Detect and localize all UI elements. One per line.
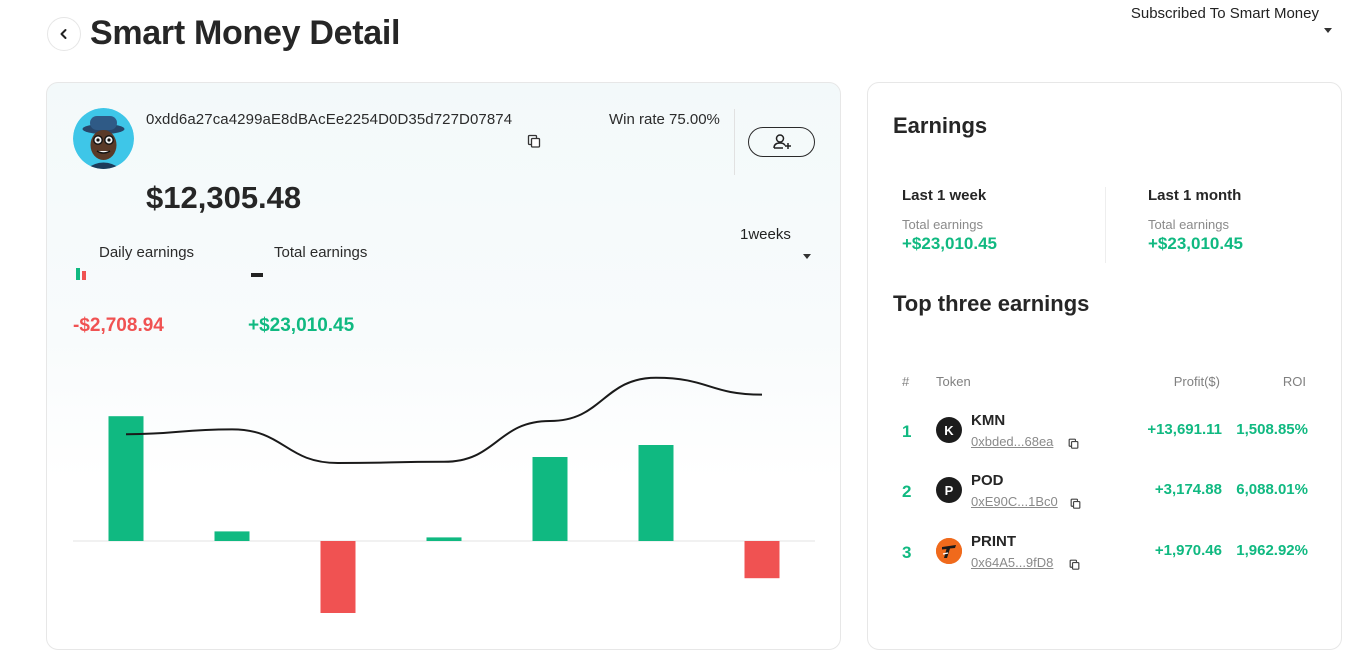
- chevron-left-icon: [60, 29, 67, 39]
- add-user-icon: [772, 134, 791, 149]
- earnings-chart: [73, 376, 815, 613]
- copy-address-icon[interactable]: [1069, 557, 1080, 575]
- token-roi: 1,508.85%: [1236, 421, 1308, 438]
- page-title: Smart Money Detail: [90, 14, 401, 52]
- token-roi: 1,962.92%: [1236, 542, 1308, 559]
- rank: 2: [902, 482, 912, 501]
- legend-negative-bar-swatch: [82, 271, 86, 280]
- token-name: POD: [971, 472, 1004, 489]
- period-label: Total earnings: [902, 217, 983, 232]
- back-button[interactable]: [47, 17, 81, 51]
- token-profit: +13,691.11: [1147, 421, 1222, 438]
- token-name: KMN: [971, 412, 1006, 429]
- copy-address-icon[interactable]: [1070, 496, 1081, 514]
- wallet-address: 0xdd6a27ca4299aE8dBAcEe2254D0D35d727D078…: [146, 111, 513, 128]
- wallet-balance: $12,305.48: [146, 180, 302, 215]
- earnings-card: Earnings Last 1 week Total earnings +$23…: [867, 82, 1342, 650]
- token-profit: +3,174.88: [1154, 481, 1222, 498]
- legend-line-swatch: [251, 273, 263, 277]
- period-last-month: Last 1 month Total earnings +$23,010.45: [1148, 187, 1243, 254]
- column-header-rank: #: [902, 374, 910, 389]
- period-value: +$23,010.45: [1148, 234, 1244, 253]
- token-address[interactable]: 0xbded...68ea: [971, 434, 1054, 449]
- table-row[interactable]: 2 P POD 0xE90C...1Bc0 +3,174.88 6,088.01…: [868, 465, 1343, 515]
- period-label: Total earnings: [1148, 217, 1229, 232]
- earnings-title: Earnings: [893, 113, 988, 138]
- column-header-token: Token: [936, 374, 971, 389]
- kmn-token-icon: K: [936, 417, 962, 443]
- wallet-card: 0xdd6a27ca4299aE8dBAcEe2254D0D35d727D078…: [46, 82, 841, 650]
- caret-down-icon: [1324, 28, 1332, 33]
- chart-bar: [320, 541, 356, 613]
- chart-line-total-earnings: [125, 376, 763, 465]
- period-heading: Last 1 week: [902, 187, 987, 204]
- print-token-icon: [936, 538, 962, 564]
- token-profit: +1,970.46: [1154, 542, 1222, 559]
- chart-bar: [108, 416, 144, 541]
- copy-address-icon[interactable]: [527, 134, 541, 153]
- token-address[interactable]: 0x64A5...9fD8: [971, 555, 1054, 570]
- token-name: PRINT: [971, 533, 1016, 550]
- rank: 1: [902, 422, 912, 441]
- range-select[interactable]: 1weeks: [709, 224, 811, 264]
- subscription-select[interactable]: Subscribed To Smart Money: [1112, 4, 1332, 44]
- legend-positive-bar-swatch: [76, 268, 80, 280]
- period-heading: Last 1 month: [1148, 187, 1242, 204]
- top-three-title: Top three earnings: [893, 291, 1090, 316]
- chart-bar: [426, 537, 462, 541]
- legend-total-earnings[interactable]: Total earnings: [274, 244, 368, 261]
- range-select-label: 1weeks: [740, 226, 791, 243]
- copy-address-icon[interactable]: [1068, 436, 1079, 454]
- chart-bar: [744, 541, 780, 579]
- caret-down-icon: [803, 254, 811, 259]
- table-row[interactable]: 3 PRINT 0x64A5...9fD8 +1,970.46 1,962.92…: [868, 526, 1343, 576]
- subscription-select-label: Subscribed To Smart Money: [1130, 5, 1319, 22]
- chart-bar: [532, 457, 568, 541]
- win-rate: Win rate 75.00%: [609, 111, 720, 128]
- chart-bar: [638, 445, 674, 541]
- pod-token-icon: P: [936, 477, 962, 503]
- divider: [1105, 187, 1106, 263]
- daily-earnings-value: -$2,708.94: [73, 315, 164, 336]
- rank: 3: [902, 543, 912, 562]
- token-roi: 6,088.01%: [1236, 481, 1308, 498]
- total-earnings-value: +$23,010.45: [248, 315, 355, 336]
- divider: [734, 109, 735, 175]
- table-row[interactable]: 1 K KMN 0xbded...68ea +13,691.11 1,508.8…: [868, 405, 1343, 455]
- column-header-profit: Profit($): [1173, 374, 1220, 389]
- token-address[interactable]: 0xE90C...1Bc0: [971, 494, 1058, 509]
- column-header-roi: ROI: [1282, 374, 1306, 389]
- avatar: [73, 108, 134, 169]
- period-value: +$23,010.45: [902, 234, 998, 253]
- legend-daily-earnings[interactable]: Daily earnings: [99, 244, 195, 261]
- follow-button[interactable]: [748, 127, 815, 157]
- chart-bar: [214, 531, 250, 541]
- period-last-week: Last 1 week Total earnings +$23,010.45: [902, 187, 997, 254]
